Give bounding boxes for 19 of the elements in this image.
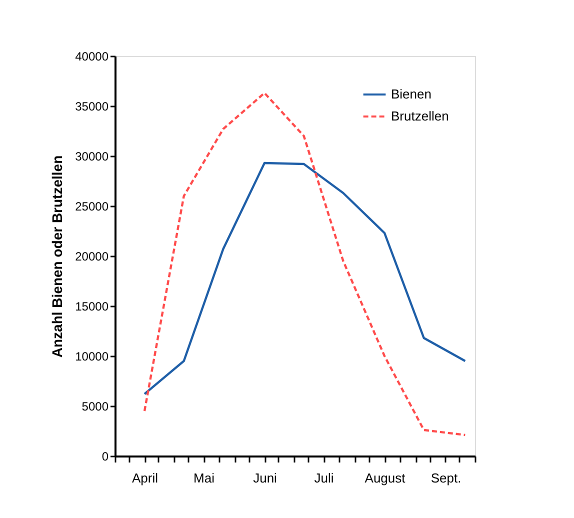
x-tick-label: Juni xyxy=(253,470,278,486)
y-tick-label: 40000 xyxy=(75,50,109,64)
y-tick-label: 25000 xyxy=(75,200,109,214)
legend-label: Bienen xyxy=(391,86,432,102)
y-tick-label: 0 xyxy=(102,450,109,464)
x-tick-label: Mai xyxy=(194,470,215,486)
x-tick-label: August xyxy=(364,470,406,486)
legend-label: Brutzellen xyxy=(391,108,449,124)
y-tick-label: 5000 xyxy=(82,400,109,414)
x-tick-label: Sept. xyxy=(430,470,462,486)
y-tick-label: 15000 xyxy=(75,300,109,314)
line-series xyxy=(143,162,466,396)
x-tick-label: April xyxy=(132,470,158,486)
y-tick-label: 10000 xyxy=(75,350,109,364)
y-tick-label: 30000 xyxy=(75,150,109,164)
y-axis-title: Anzahl Bienen oder Brutzellen xyxy=(49,155,66,358)
x-tick-label: Juli xyxy=(314,470,334,486)
y-tick-label: 35000 xyxy=(75,100,109,114)
y-tick-label: 20000 xyxy=(75,250,109,264)
